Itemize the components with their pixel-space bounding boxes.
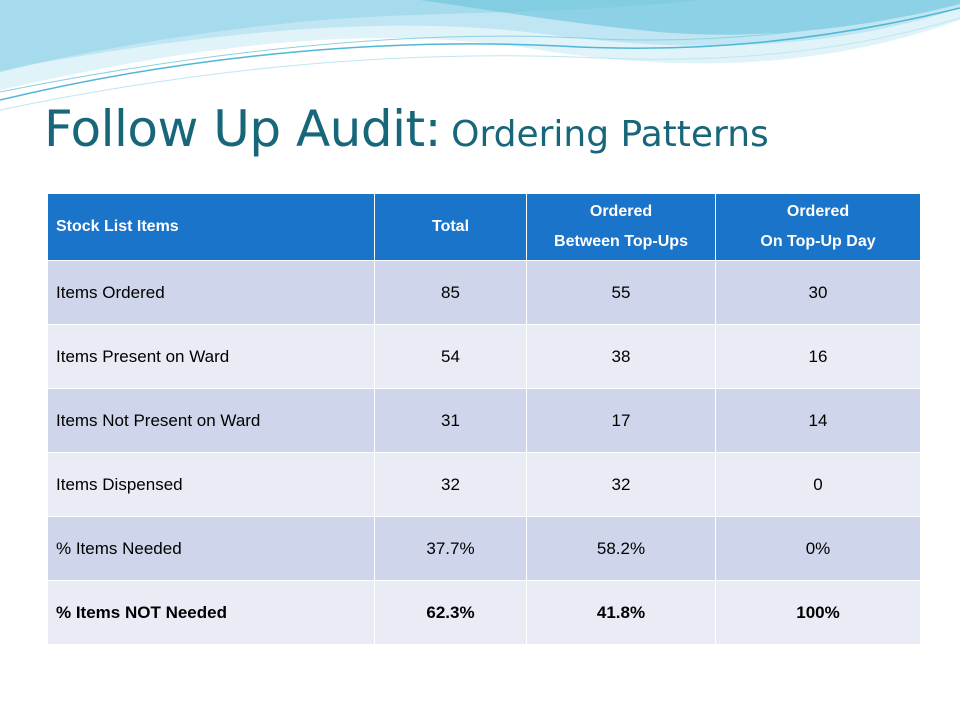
table-header-row: Stock List Items Total Ordered Between T…	[47, 193, 921, 261]
cell-on-top-up-day: 16	[715, 324, 921, 389]
header-label: Stock List Items	[56, 218, 179, 235]
header-label: Total	[431, 218, 470, 235]
audit-table: Stock List Items Total Ordered Between T…	[47, 193, 921, 645]
row-label: Items Present on Ward	[47, 324, 375, 389]
cell-total: 37.7%	[374, 516, 527, 581]
cell-between-top-ups: 41.8%	[526, 580, 716, 645]
cell-total: 62.3%	[374, 580, 527, 645]
header-total: Total	[374, 193, 527, 261]
header-label-line2: On Top-Up Day	[760, 233, 876, 250]
header-label-line2: Between Top-Ups	[554, 233, 688, 250]
cell-total: 85	[374, 260, 527, 325]
cell-between-top-ups: 17	[526, 388, 716, 453]
header-ordered-between-top-ups: Ordered Between Top-Ups	[526, 193, 716, 261]
header-label-line1: Ordered	[589, 203, 653, 220]
row-label: % Items Needed	[47, 516, 375, 581]
row-label: Items Ordered	[47, 260, 375, 325]
row-label: Items Dispensed	[47, 452, 375, 517]
cell-on-top-up-day: 0	[715, 452, 921, 517]
row-label: % Items NOT Needed	[47, 580, 375, 645]
header-ordered-on-top-up-day: Ordered On Top-Up Day	[715, 193, 921, 261]
table-row: Items Not Present on Ward 31 17 14	[47, 388, 921, 453]
table-row: Items Dispensed 32 32 0	[47, 452, 921, 517]
table-row: % Items Needed 37.7% 58.2% 0%	[47, 516, 921, 581]
slide-title: Follow Up Audit: Ordering Patterns	[44, 100, 769, 158]
cell-between-top-ups: 58.2%	[526, 516, 716, 581]
table-row: Items Ordered 85 55 30	[47, 260, 921, 325]
cell-between-top-ups: 55	[526, 260, 716, 325]
slide-title-sub: Ordering Patterns	[451, 114, 769, 155]
header-stock-list-items: Stock List Items	[47, 193, 375, 261]
table-row: Items Present on Ward 54 38 16	[47, 324, 921, 389]
cell-between-top-ups: 32	[526, 452, 716, 517]
cell-total: 31	[374, 388, 527, 453]
decorative-wave	[0, 0, 960, 111]
slide-title-main: Follow Up Audit:	[44, 100, 441, 158]
cell-total: 54	[374, 324, 527, 389]
cell-on-top-up-day: 100%	[715, 580, 921, 645]
cell-on-top-up-day: 14	[715, 388, 921, 453]
cell-on-top-up-day: 30	[715, 260, 921, 325]
cell-total: 32	[374, 452, 527, 517]
cell-between-top-ups: 38	[526, 324, 716, 389]
row-label: Items Not Present on Ward	[47, 388, 375, 453]
table-row: % Items NOT Needed 62.3% 41.8% 100%	[47, 580, 921, 645]
header-label-line1: Ordered	[786, 203, 850, 220]
cell-on-top-up-day: 0%	[715, 516, 921, 581]
